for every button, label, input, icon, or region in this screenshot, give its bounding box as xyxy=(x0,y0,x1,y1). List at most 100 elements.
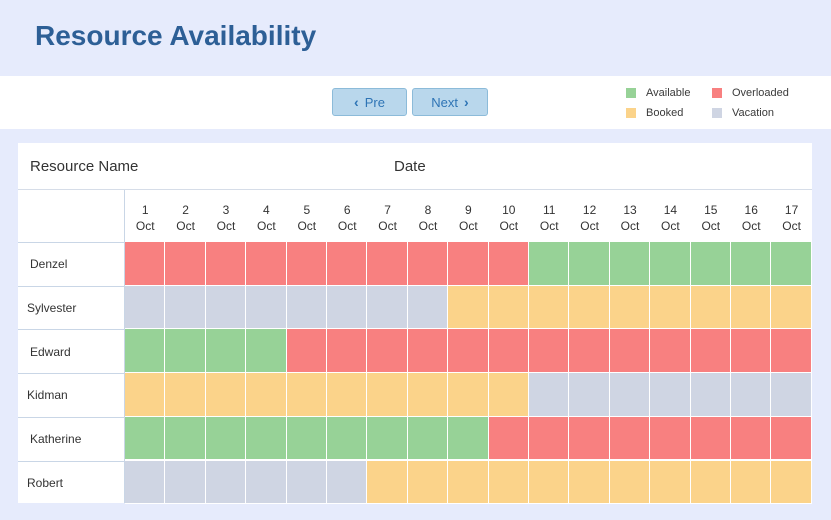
availability-cell[interactable] xyxy=(488,285,529,330)
availability-cell[interactable] xyxy=(407,242,449,286)
availability-cell[interactable] xyxy=(529,416,570,461)
availability-cell[interactable] xyxy=(165,329,206,374)
availability-cell[interactable] xyxy=(731,416,772,461)
availability-cell[interactable] xyxy=(771,285,812,330)
availability-cell[interactable] xyxy=(367,460,408,505)
availability-cell[interactable] xyxy=(650,373,691,417)
availability-cell[interactable] xyxy=(205,242,247,286)
availability-cell[interactable] xyxy=(286,329,327,374)
availability-cell[interactable] xyxy=(246,460,287,505)
availability-cell[interactable] xyxy=(488,460,529,505)
availability-cell[interactable] xyxy=(569,242,610,286)
availability-cell[interactable] xyxy=(609,416,651,461)
availability-cell[interactable] xyxy=(448,242,489,286)
availability-cell[interactable] xyxy=(448,285,489,330)
availability-cell[interactable] xyxy=(246,242,287,286)
availability-cell[interactable] xyxy=(327,285,368,330)
availability-cell[interactable] xyxy=(367,416,408,461)
availability-cell[interactable] xyxy=(125,242,166,286)
availability-cell[interactable] xyxy=(690,460,731,505)
availability-cell[interactable] xyxy=(529,329,570,374)
availability-cell[interactable] xyxy=(569,329,610,374)
availability-cell[interactable] xyxy=(731,285,772,330)
availability-cell[interactable] xyxy=(367,285,408,330)
availability-cell[interactable] xyxy=(529,242,570,286)
availability-cell[interactable] xyxy=(529,373,570,417)
availability-cell[interactable] xyxy=(286,242,327,286)
availability-cell[interactable] xyxy=(650,460,691,505)
availability-cell[interactable] xyxy=(569,373,610,417)
availability-cell[interactable] xyxy=(367,242,408,286)
availability-cell[interactable] xyxy=(650,285,691,330)
availability-cell[interactable] xyxy=(690,373,731,417)
availability-cell[interactable] xyxy=(286,285,327,330)
availability-cell[interactable] xyxy=(569,285,610,330)
availability-cell[interactable] xyxy=(448,460,489,505)
availability-cell[interactable] xyxy=(609,242,651,286)
next-button[interactable]: Next › xyxy=(412,88,488,116)
availability-cell[interactable] xyxy=(125,460,166,505)
availability-cell[interactable] xyxy=(488,242,529,286)
availability-cell[interactable] xyxy=(327,460,368,505)
availability-cell[interactable] xyxy=(569,460,610,505)
availability-cell[interactable] xyxy=(731,329,772,374)
availability-cell[interactable] xyxy=(327,416,368,461)
availability-cell[interactable] xyxy=(246,416,287,461)
availability-cell[interactable] xyxy=(609,329,651,374)
availability-cell[interactable] xyxy=(609,460,651,505)
availability-cell[interactable] xyxy=(205,373,247,417)
availability-cell[interactable] xyxy=(407,373,449,417)
availability-cell[interactable] xyxy=(407,416,449,461)
availability-cell[interactable] xyxy=(165,373,206,417)
availability-cell[interactable] xyxy=(407,285,449,330)
availability-cell[interactable] xyxy=(771,460,812,505)
availability-cell[interactable] xyxy=(529,285,570,330)
availability-cell[interactable] xyxy=(609,373,651,417)
availability-cell[interactable] xyxy=(367,329,408,374)
availability-cell[interactable] xyxy=(488,329,529,374)
availability-cell[interactable] xyxy=(650,329,691,374)
availability-cell[interactable] xyxy=(125,285,166,330)
availability-cell[interactable] xyxy=(650,242,691,286)
availability-cell[interactable] xyxy=(731,460,772,505)
prev-button[interactable]: ‹ Pre xyxy=(332,88,407,116)
availability-cell[interactable] xyxy=(246,329,287,374)
availability-cell[interactable] xyxy=(286,373,327,417)
availability-cell[interactable] xyxy=(165,242,206,286)
availability-cell[interactable] xyxy=(327,373,368,417)
availability-cell[interactable] xyxy=(569,416,610,461)
availability-cell[interactable] xyxy=(771,242,812,286)
availability-cell[interactable] xyxy=(690,416,731,461)
availability-cell[interactable] xyxy=(165,416,206,461)
availability-cell[interactable] xyxy=(731,373,772,417)
availability-cell[interactable] xyxy=(690,285,731,330)
availability-cell[interactable] xyxy=(246,373,287,417)
availability-cell[interactable] xyxy=(650,416,691,461)
availability-cell[interactable] xyxy=(690,329,731,374)
availability-cell[interactable] xyxy=(327,242,368,286)
availability-cell[interactable] xyxy=(448,329,489,374)
availability-cell[interactable] xyxy=(488,416,529,461)
availability-cell[interactable] xyxy=(367,373,408,417)
availability-cell[interactable] xyxy=(771,416,812,461)
availability-cell[interactable] xyxy=(205,285,247,330)
availability-cell[interactable] xyxy=(407,460,449,505)
availability-cell[interactable] xyxy=(165,460,206,505)
availability-cell[interactable] xyxy=(407,329,449,374)
availability-cell[interactable] xyxy=(731,242,772,286)
availability-cell[interactable] xyxy=(488,373,529,417)
availability-cell[interactable] xyxy=(771,329,812,374)
availability-cell[interactable] xyxy=(205,416,247,461)
availability-cell[interactable] xyxy=(246,285,287,330)
availability-cell[interactable] xyxy=(125,329,166,374)
availability-cell[interactable] xyxy=(286,416,327,461)
availability-cell[interactable] xyxy=(205,329,247,374)
availability-cell[interactable] xyxy=(165,285,206,330)
availability-cell[interactable] xyxy=(690,242,731,286)
availability-cell[interactable] xyxy=(327,329,368,374)
availability-cell[interactable] xyxy=(286,460,327,505)
availability-cell[interactable] xyxy=(448,416,489,461)
availability-cell[interactable] xyxy=(609,285,651,330)
availability-cell[interactable] xyxy=(771,373,812,417)
availability-cell[interactable] xyxy=(529,460,570,505)
